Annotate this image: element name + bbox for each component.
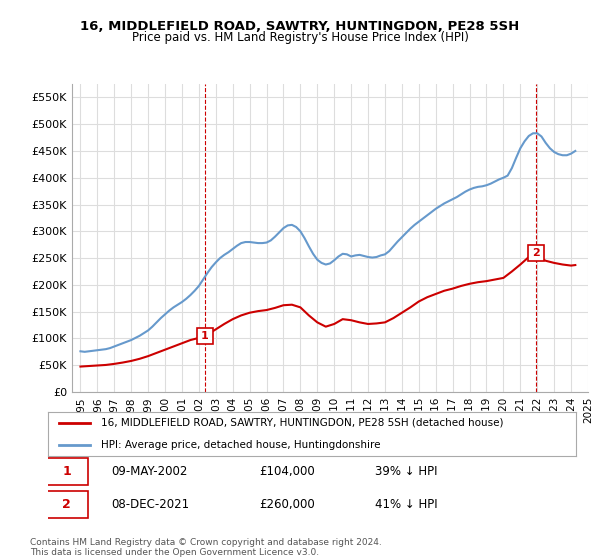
FancyBboxPatch shape (46, 491, 88, 518)
Text: HPI: Average price, detached house, Huntingdonshire: HPI: Average price, detached house, Hunt… (101, 440, 380, 450)
Text: 2: 2 (62, 498, 71, 511)
Text: 09-MAY-2002: 09-MAY-2002 (112, 465, 188, 478)
Text: Contains HM Land Registry data © Crown copyright and database right 2024.
This d: Contains HM Land Registry data © Crown c… (30, 538, 382, 557)
Text: 1: 1 (201, 332, 209, 341)
Text: 08-DEC-2021: 08-DEC-2021 (112, 498, 190, 511)
Text: 16, MIDDLEFIELD ROAD, SAWTRY, HUNTINGDON, PE28 5SH (detached house): 16, MIDDLEFIELD ROAD, SAWTRY, HUNTINGDON… (101, 418, 503, 428)
Text: 41% ↓ HPI: 41% ↓ HPI (376, 498, 438, 511)
Text: £260,000: £260,000 (259, 498, 315, 511)
FancyBboxPatch shape (46, 458, 88, 484)
Text: 1: 1 (62, 465, 71, 478)
Text: £104,000: £104,000 (259, 465, 315, 478)
Text: Price paid vs. HM Land Registry's House Price Index (HPI): Price paid vs. HM Land Registry's House … (131, 31, 469, 44)
Text: 39% ↓ HPI: 39% ↓ HPI (376, 465, 438, 478)
Text: 16, MIDDLEFIELD ROAD, SAWTRY, HUNTINGDON, PE28 5SH: 16, MIDDLEFIELD ROAD, SAWTRY, HUNTINGDON… (80, 20, 520, 32)
Text: 2: 2 (532, 248, 540, 258)
